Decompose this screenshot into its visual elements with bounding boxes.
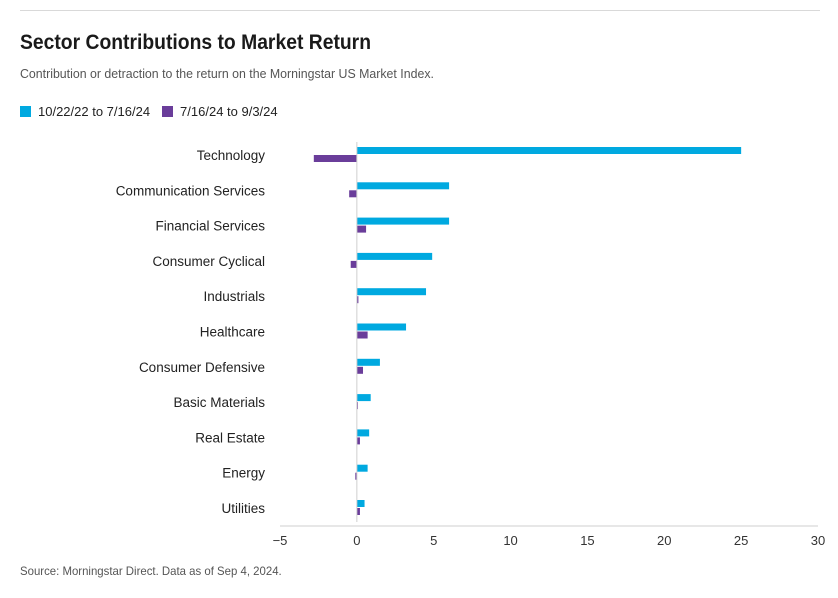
bar-communication-services-series-1 bbox=[356, 182, 450, 190]
bar-energy-series-2 bbox=[355, 472, 357, 480]
bar-consumer-defensive-series-1 bbox=[356, 358, 380, 366]
bar-industrials-series-2 bbox=[356, 296, 359, 304]
chart-subtitle: Contribution or detraction to the return… bbox=[20, 66, 434, 81]
bar-energy-series-1 bbox=[356, 464, 368, 472]
bar-healthcare-series-2 bbox=[356, 331, 368, 339]
legend: 10/22/22 to 7/16/24 7/16/24 to 9/3/24 bbox=[20, 104, 290, 119]
bar-consumer-defensive-series-2 bbox=[356, 366, 364, 374]
x-tick-label-3: 10 bbox=[503, 533, 517, 548]
bar-utilities-series-2 bbox=[356, 508, 360, 515]
category-label-consumer-defensive: Consumer Defensive bbox=[139, 360, 265, 375]
bar-consumer-cyclical-series-1 bbox=[356, 252, 433, 260]
chart-title: Sector Contributions to Market Return bbox=[20, 31, 372, 54]
bar-financial-services-series-2 bbox=[356, 225, 367, 233]
category-label-technology: Technology bbox=[197, 148, 266, 163]
bar-financial-services-series-1 bbox=[356, 217, 450, 225]
x-tick-label-0: −5 bbox=[273, 533, 288, 548]
bar-technology-series-2 bbox=[313, 155, 357, 162]
bar-industrials-series-1 bbox=[356, 288, 427, 296]
bar-utilities-series-1 bbox=[356, 500, 365, 507]
bar-communication-services-series-2 bbox=[349, 190, 357, 198]
legend-item-series-1: 10/22/22 to 7/16/24 bbox=[20, 104, 150, 119]
category-label-financial-services: Financial Services bbox=[155, 219, 265, 234]
legend-swatch-series-1 bbox=[20, 106, 31, 117]
top-divider bbox=[20, 10, 820, 11]
category-label-healthcare: Healthcare bbox=[200, 325, 265, 340]
legend-swatch-series-2 bbox=[162, 106, 174, 117]
x-tick-label-6: 25 bbox=[734, 533, 748, 548]
bar-healthcare-series-1 bbox=[356, 323, 407, 331]
category-label-real-estate: Real Estate bbox=[195, 430, 265, 445]
bar-basic-materials-series-1 bbox=[356, 394, 371, 402]
category-label-industrials: Industrials bbox=[203, 289, 265, 304]
category-label-utilities: Utilities bbox=[221, 501, 265, 516]
x-tick-label-1: 0 bbox=[353, 533, 360, 548]
bar-real-estate-series-1 bbox=[356, 429, 370, 437]
category-label-communication-services: Communication Services bbox=[116, 183, 266, 198]
bar-technology-series-1 bbox=[356, 147, 742, 154]
x-tick-label-2: 5 bbox=[430, 533, 437, 548]
legend-item-series-2: 7/16/24 to 9/3/24 bbox=[162, 104, 278, 119]
legend-label-series-2: 7/16/24 to 9/3/24 bbox=[180, 104, 278, 119]
category-label-basic-materials: Basic Materials bbox=[173, 395, 265, 410]
x-tick-label-7: 30 bbox=[811, 533, 825, 548]
bar-consumer-cyclical-series-2 bbox=[350, 260, 357, 268]
x-tick-label-4: 15 bbox=[580, 533, 594, 548]
source-note: Source: Morningstar Direct. Data as of S… bbox=[20, 564, 282, 578]
category-label-consumer-cyclical: Consumer Cyclical bbox=[152, 254, 265, 269]
category-label-energy: Energy bbox=[222, 466, 265, 481]
bar-real-estate-series-2 bbox=[356, 437, 360, 445]
legend-label-series-1: 10/22/22 to 7/16/24 bbox=[38, 104, 151, 119]
x-tick-label-5: 20 bbox=[657, 533, 671, 548]
